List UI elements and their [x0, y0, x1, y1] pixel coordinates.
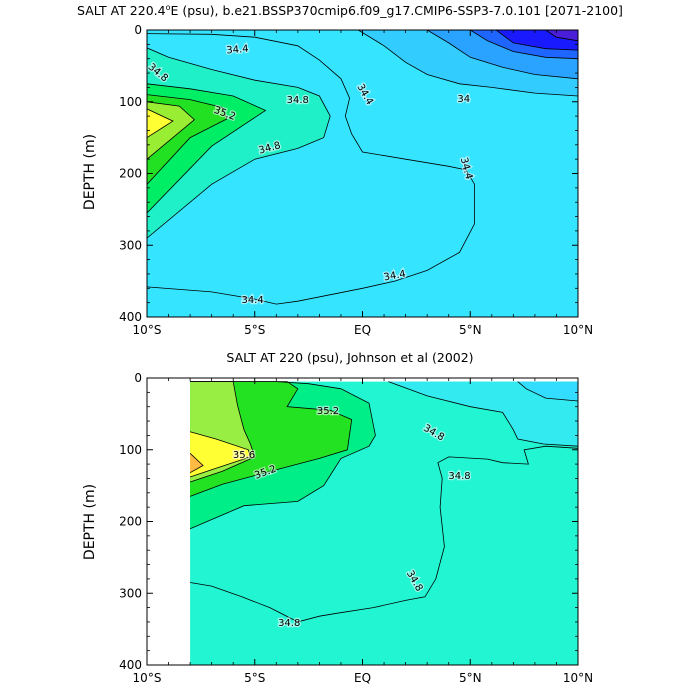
y-tick-label: 100 [119, 95, 142, 109]
contour-line-34-2 [426, 30, 578, 80]
contour-line-34-8 [147, 47, 331, 239]
x-tick-label: 5°S [244, 323, 265, 337]
contour-line-33-6 [545, 30, 578, 42]
y-tick-label: 400 [119, 658, 142, 672]
contour-fill-35-6 [190, 431, 251, 477]
contour-line-34-4 [357, 30, 578, 97]
y-tick-label: 0 [134, 371, 142, 385]
contour-label: 35.6 [233, 450, 255, 461]
contour-line-35 [147, 83, 267, 214]
top-contour-fills [147, 30, 578, 317]
y-tick-label: 0 [134, 23, 142, 37]
bottom-axes: 10°S 5°S EQ 5°N 10°N 0 100 200 300 400 [119, 371, 593, 685]
contour-fill-35-6 [147, 108, 173, 138]
contour-line-35-6 [189, 431, 251, 478]
x-tick-label: EQ [354, 671, 371, 685]
contour-line-35-2 [147, 94, 228, 185]
contour-label: 34.8 [448, 471, 470, 482]
x-tick-label: 10°S [133, 323, 162, 337]
y-tick-label: 300 [119, 586, 142, 600]
contour-fill-34-4 [517, 381, 578, 401]
contour-label: 34.8 [287, 95, 309, 106]
y-tick-label: 200 [119, 515, 142, 529]
x-tick-label: 5°S [244, 671, 265, 685]
contour-line-35-2 [189, 381, 256, 483]
bottom-panel-title: SALT AT 220 (psu), Johnson et al (2002) [226, 350, 473, 365]
top-y-axis-label: DEPTH (m) [82, 134, 98, 210]
bottom-plot-area: 35.234.835.634.835.234.834.8 [189, 381, 578, 665]
contour-fill-33-6 [545, 30, 578, 41]
contour-line-35-4 [147, 101, 196, 160]
contour-line-35-6 [147, 108, 174, 138]
x-tick-label: 5°N [459, 323, 482, 337]
contour-line-34 [470, 30, 578, 60]
y-tick-label: 400 [119, 310, 142, 324]
contour-line-35-8 [189, 453, 204, 474]
contour-line-33-8 [495, 30, 578, 51]
x-tick-label: 10°N [563, 671, 593, 685]
panel-top: SALT AT 220.4oE (psu), b.e21.BSSP370cmip… [77, 3, 623, 337]
top-panel-title: SALT AT 220.4oE (psu), b.e21.BSSP370cmip… [77, 3, 623, 18]
contour-line-34-8 [190, 445, 578, 623]
contour-fill-35-8 [190, 453, 203, 473]
y-tick-label: 300 [119, 238, 142, 252]
contour-line-34-4 [147, 33, 476, 305]
x-tick-label: 5°N [459, 671, 482, 685]
bottom-y-axis-label: DEPTH (m) [82, 484, 98, 560]
contour-label: 34 [457, 94, 470, 105]
top-axes: 10°S 5°S EQ 5°N 10°N 0 100 200 300 400 [119, 23, 593, 337]
bottom-contour-lines [189, 381, 578, 623]
contour-label: 34.4 [226, 44, 249, 57]
contour-line-34-8 [189, 381, 376, 530]
x-tick-label: 10°S [133, 671, 162, 685]
contour-line-34-6 [388, 381, 578, 447]
contour-label: 34.8 [278, 618, 300, 629]
contour-label: 34.4 [383, 269, 407, 284]
bottom-contour-fills [190, 381, 578, 665]
x-tick-label: 10°N [563, 323, 593, 337]
contour-line-35 [189, 381, 353, 497]
y-tick-label: 200 [119, 167, 142, 181]
contour-line-34-4 [517, 381, 578, 402]
panel-bottom: SALT AT 220 (psu), Johnson et al (2002) … [82, 350, 593, 685]
contour-label: 35.2 [317, 406, 339, 417]
top-contour-lines [147, 30, 578, 305]
y-tick-label: 100 [119, 443, 142, 457]
x-tick-label: EQ [354, 323, 371, 337]
contour-label: 34.4 [241, 295, 263, 306]
